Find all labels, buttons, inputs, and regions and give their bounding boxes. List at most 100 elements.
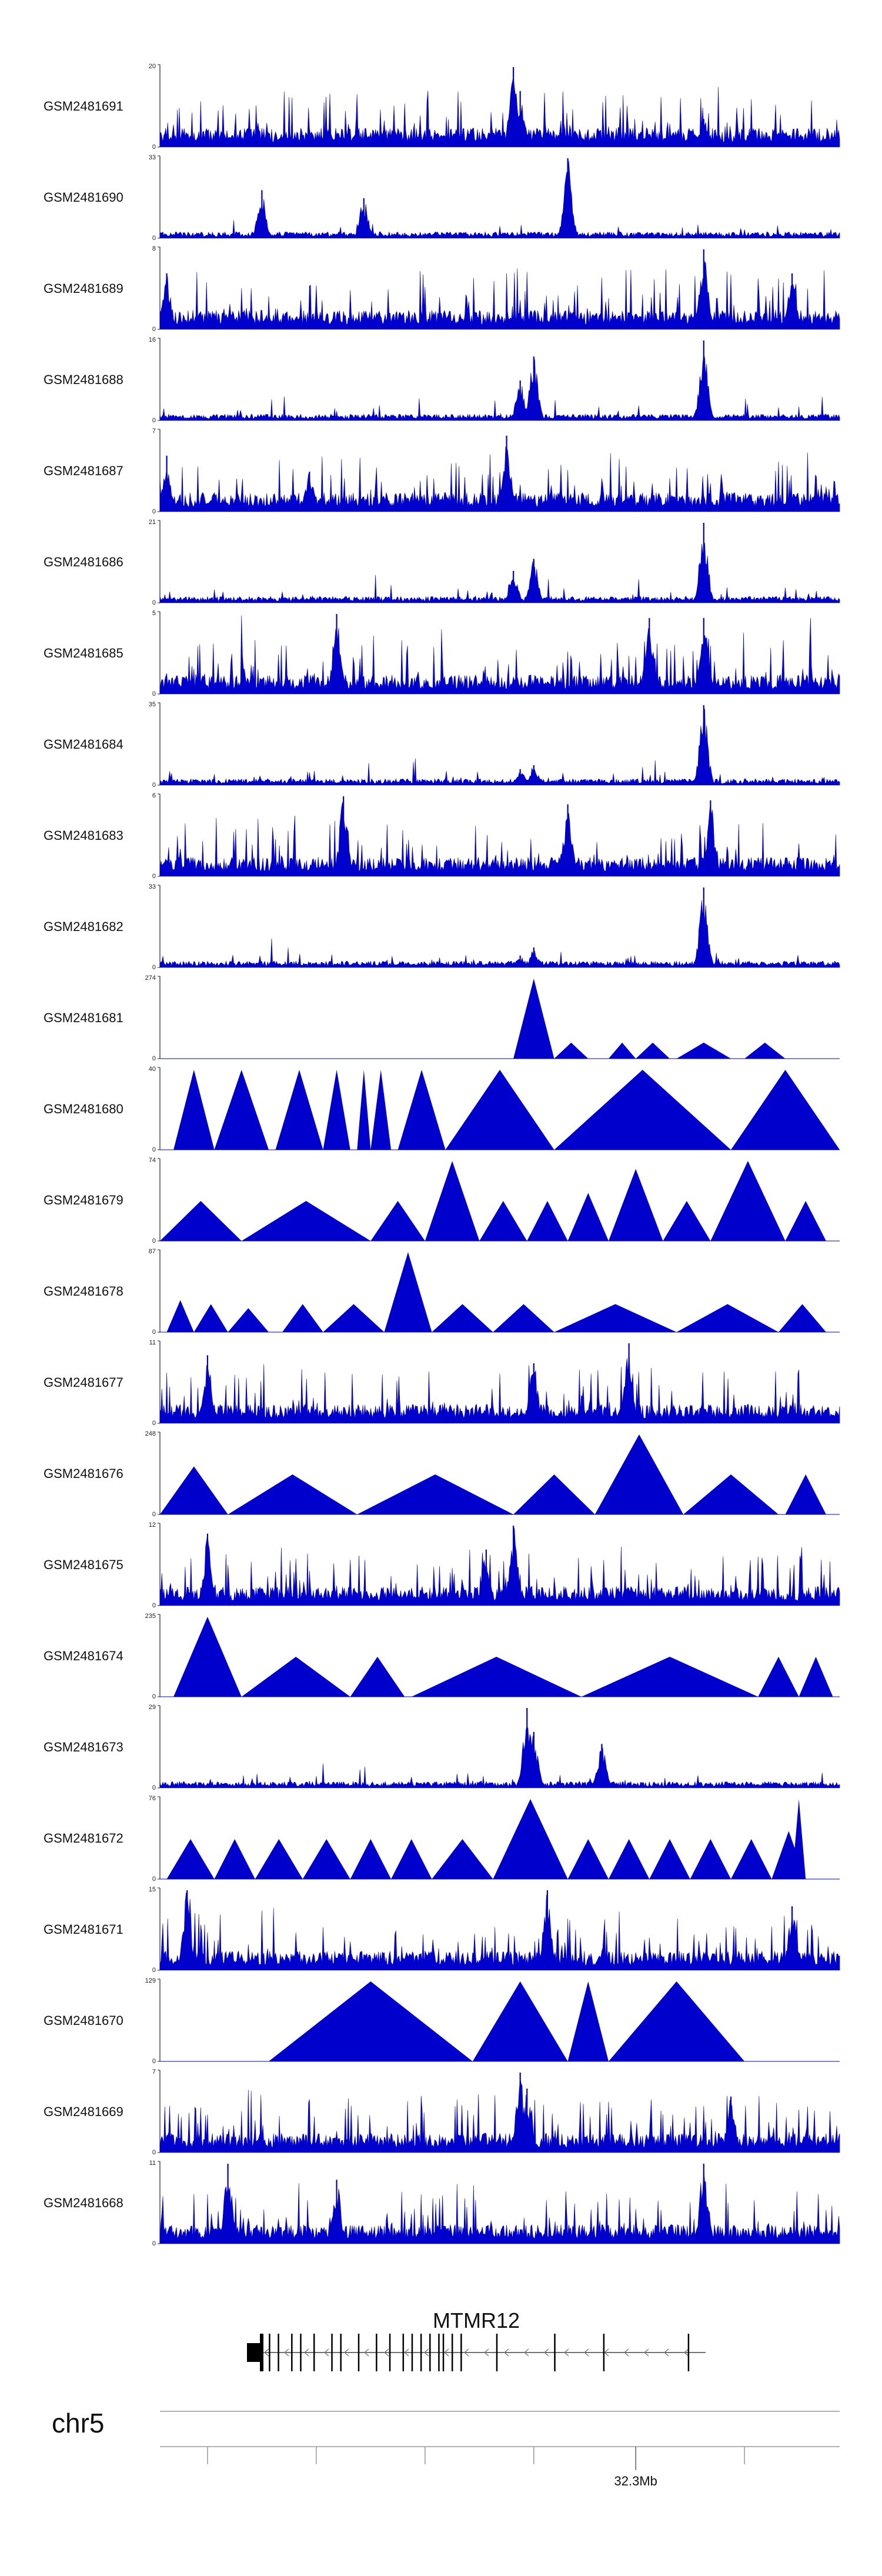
coverage-peak	[567, 1193, 609, 1241]
ruler-tick-label: 32.3Mb	[614, 2474, 657, 2488]
y-min-label: 0	[152, 2058, 156, 2065]
signal-tracks: GSM2481691200GSM2481690330GSM248168980GS…	[44, 63, 840, 2247]
y-max-label: 21	[149, 519, 156, 526]
gene-exon	[269, 2334, 270, 2371]
gene-exon	[331, 2334, 333, 2371]
coverage-peak	[432, 1839, 493, 1879]
strand-arrow	[663, 2348, 669, 2357]
coverage-peak	[785, 1474, 826, 1514]
track-GSM2481683: GSM2481683 6 0	[44, 792, 840, 880]
coverage-peak	[731, 1839, 772, 1879]
y-max-label: 29	[149, 1704, 156, 1711]
y-min-label: 0	[152, 2149, 156, 2156]
coverage-peak	[173, 1070, 215, 1150]
y-min-label: 0	[152, 1146, 156, 1153]
y-max-label: 6	[152, 792, 156, 799]
gene-exon	[603, 2334, 605, 2371]
strand-arrow	[303, 2348, 309, 2357]
gene-exon	[291, 2334, 293, 2371]
coverage-peak	[493, 1799, 568, 1879]
track-GSM2481671: GSM2481671 15 0	[44, 1886, 840, 1974]
gene-exon	[278, 2334, 279, 2371]
coverage-peak	[649, 1839, 690, 1879]
coverage-peak	[567, 1839, 609, 1879]
y-max-label: 129	[145, 1977, 156, 1984]
y-min-label: 0	[152, 144, 156, 151]
track-label: GSM2481668	[44, 2195, 123, 2210]
track-GSM2481675: GSM2481675 12 0	[44, 1521, 840, 1609]
track-GSM2481685: GSM2481685 5 0	[44, 610, 840, 698]
coverage-signal	[159, 161, 840, 239]
strand-arrow	[343, 2348, 349, 2357]
coverage-peak	[370, 1201, 425, 1241]
coverage-peak	[166, 1300, 194, 1332]
track-label: GSM2481688	[44, 372, 123, 387]
coverage-peak	[690, 1839, 731, 1879]
coverage-peak	[160, 1201, 242, 1241]
y-min-label: 0	[152, 1237, 156, 1244]
y-max-label: 33	[149, 154, 156, 161]
track-label: GSM2481687	[44, 463, 123, 478]
coverage-peak	[160, 1466, 228, 1514]
gene-exon	[442, 2334, 445, 2371]
track-label: GSM2481685	[44, 646, 123, 660]
gene-exon	[429, 2334, 431, 2371]
coverage-peak	[731, 1070, 840, 1150]
coverage-peak	[778, 1304, 826, 1332]
coverage-peak	[608, 1169, 663, 1241]
y-min-label: 0	[152, 1511, 156, 1518]
coverage-peak	[193, 1304, 228, 1332]
y-max-label: 16	[149, 336, 156, 343]
strand-arrow	[323, 2348, 329, 2357]
coverage-peak	[758, 1657, 799, 1697]
coverage-peak	[710, 1161, 786, 1241]
coverage-peak	[554, 1304, 677, 1332]
y-min-label: 0	[152, 782, 156, 789]
coverage-peak	[513, 1474, 595, 1514]
track-label: GSM2481676	[44, 1466, 123, 1481]
coverage-peak	[472, 1981, 568, 2061]
track-GSM2481686: GSM2481686 21 0	[44, 519, 840, 606]
gene-exon	[389, 2334, 391, 2371]
coverage-signal	[159, 802, 840, 877]
strand-arrow	[543, 2348, 549, 2357]
y-max-label: 74	[149, 1157, 156, 1164]
coverage-peak	[357, 1070, 371, 1150]
coverage-peak	[166, 1839, 215, 1879]
y-min-label: 0	[152, 1602, 156, 1609]
gene-exon	[438, 2334, 440, 2371]
coverage-peak	[676, 1042, 731, 1059]
gene-track: MTMR12	[247, 2308, 706, 2371]
y-min-label: 0	[152, 326, 156, 333]
coverage-peak	[228, 1308, 269, 1332]
coverage-peak	[214, 1070, 269, 1150]
y-max-label: 8	[152, 245, 156, 252]
y-max-label: 87	[149, 1248, 156, 1255]
coverage-peak	[302, 1839, 350, 1879]
track-GSM2481676: GSM2481676 248 0	[44, 1430, 840, 1518]
track-label: GSM2481673	[44, 1740, 123, 1754]
coverage-signal	[159, 1726, 840, 1788]
strand-arrow	[523, 2348, 529, 2357]
gene-exon	[460, 2334, 462, 2371]
strand-arrow	[363, 2348, 369, 2357]
coverage-signal	[159, 615, 840, 695]
coverage-signal	[159, 353, 840, 421]
gene-exon	[402, 2334, 405, 2371]
strand-arrow	[583, 2348, 589, 2357]
strand-arrow	[423, 2348, 429, 2357]
track-GSM2481681: GSM2481681 274 0	[44, 975, 840, 1062]
track-GSM2481691: GSM2481691 20 0	[44, 63, 840, 151]
track-label: GSM2481672	[44, 1831, 123, 1846]
coverage-signal	[159, 897, 840, 968]
coverage-peak	[445, 1070, 554, 1150]
y-min-label: 0	[152, 235, 156, 242]
gene-exon	[411, 2334, 413, 2371]
coverage-peak	[432, 1304, 493, 1332]
track-label: GSM2481686	[44, 555, 123, 569]
coverage-signal	[159, 75, 840, 148]
gene-exon	[687, 2334, 690, 2371]
chromosome-ruler: chr5 32.3Mb	[52, 2408, 840, 2488]
coverage-peak	[744, 1042, 786, 1059]
coverage-peak	[370, 1070, 392, 1150]
